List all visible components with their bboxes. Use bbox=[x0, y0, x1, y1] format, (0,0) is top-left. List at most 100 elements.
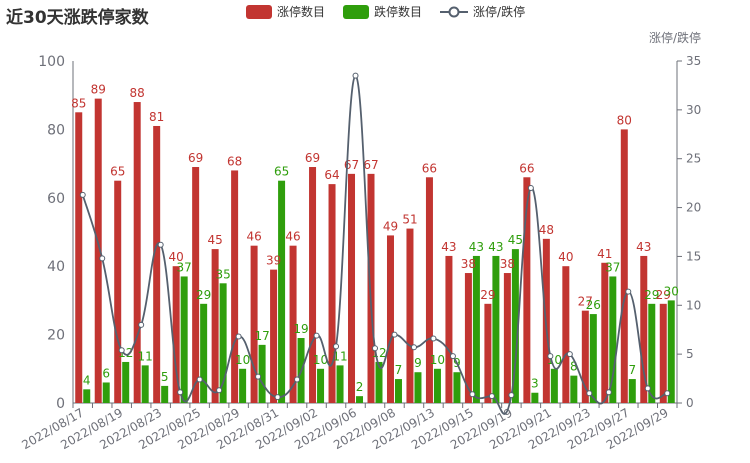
bar-limit-up bbox=[406, 228, 414, 403]
bar-limit-up bbox=[348, 173, 356, 403]
point-ratio bbox=[138, 321, 145, 328]
data-label-limit-down: 8 bbox=[570, 360, 578, 374]
bar-limit-down bbox=[278, 180, 286, 403]
bar-limit-up bbox=[659, 303, 667, 403]
data-label-limit-down: 45 bbox=[508, 233, 523, 247]
point-ratio bbox=[99, 255, 106, 262]
point-ratio bbox=[508, 392, 515, 399]
data-label-limit-up: 48 bbox=[539, 223, 554, 237]
data-label-limit-down: 11 bbox=[332, 349, 347, 363]
bar-limit-down bbox=[317, 368, 325, 403]
point-ratio bbox=[586, 390, 593, 397]
data-label-limit-up: 43 bbox=[441, 240, 456, 254]
point-ratio bbox=[196, 376, 203, 383]
point-ratio bbox=[410, 344, 417, 351]
data-label-limit-up: 69 bbox=[305, 151, 320, 165]
y-tick-label: 20 bbox=[47, 328, 65, 344]
data-label-limit-up: 64 bbox=[324, 168, 339, 182]
bar-limit-down bbox=[433, 368, 441, 403]
data-label-limit-up: 89 bbox=[91, 83, 106, 97]
data-label-limit-down: 10 bbox=[430, 353, 445, 367]
data-label-limit-down: 65 bbox=[274, 165, 289, 179]
data-label-limit-down: 3 bbox=[531, 377, 539, 391]
point-ratio bbox=[235, 333, 242, 340]
data-label-limit-down: 5 bbox=[161, 370, 169, 384]
series-line-ratio bbox=[81, 74, 668, 415]
data-label-limit-up: 38 bbox=[500, 257, 515, 271]
chart-title: 近30天涨跌停家数 bbox=[6, 8, 149, 28]
data-label-limit-up: 80 bbox=[617, 113, 632, 127]
bar-limit-down bbox=[200, 303, 208, 403]
bar-limit-down bbox=[589, 314, 597, 403]
data-label-limit-down: 37 bbox=[177, 260, 192, 274]
data-label-limit-down: 10 bbox=[313, 353, 328, 367]
point-ratio bbox=[391, 331, 398, 338]
bar-limit-up bbox=[640, 255, 648, 403]
bar-limit-up bbox=[445, 255, 453, 403]
data-label-limit-up: 29 bbox=[480, 288, 495, 302]
legend: 涨停数目 跌停数目 涨停/跌停 bbox=[246, 3, 525, 20]
point-ratio bbox=[547, 353, 554, 360]
data-label-limit-up: 46 bbox=[285, 230, 300, 244]
bar-limit-down bbox=[648, 303, 656, 403]
bar-limit-up bbox=[192, 167, 200, 403]
bar-limit-up bbox=[250, 245, 258, 403]
point-ratio bbox=[430, 335, 437, 342]
bar-limit-up bbox=[133, 102, 141, 403]
bar-limit-up bbox=[94, 98, 102, 404]
point-ratio bbox=[118, 347, 125, 354]
data-label-limit-up: 29 bbox=[656, 288, 671, 302]
y2-tick-label: 30 bbox=[686, 103, 701, 117]
bar-limit-down bbox=[667, 300, 675, 403]
data-label-limit-down: 7 bbox=[395, 363, 403, 377]
data-label-limit-up: 49 bbox=[383, 219, 398, 233]
bar-limit-up bbox=[562, 266, 570, 403]
point-ratio bbox=[372, 345, 378, 352]
bar-limit-up bbox=[153, 125, 161, 403]
bar-limit-down bbox=[239, 368, 247, 403]
data-label-limit-down: 37 bbox=[605, 260, 620, 274]
bar-limit-up bbox=[464, 273, 472, 403]
point-ratio bbox=[566, 351, 573, 358]
bar-limit-up bbox=[620, 129, 628, 403]
data-label-limit-up: 85 bbox=[71, 96, 86, 110]
data-label-limit-up: 67 bbox=[363, 158, 378, 172]
bar-limit-down bbox=[336, 365, 344, 403]
y-tick-label: 0 bbox=[56, 396, 65, 412]
data-label-limit-down: 19 bbox=[293, 322, 308, 336]
point-ratio bbox=[664, 390, 671, 397]
y2-axis-label: 涨停/跌停 bbox=[649, 30, 701, 45]
point-ratio bbox=[625, 288, 632, 295]
data-label-limit-up: 65 bbox=[110, 165, 125, 179]
data-label-limit-up: 38 bbox=[461, 257, 476, 271]
bar-limit-down bbox=[492, 255, 500, 403]
data-label-limit-up: 66 bbox=[519, 161, 534, 175]
legend-item-ratio[interactable]: 涨停/跌停 bbox=[440, 3, 525, 20]
data-label-limit-down: 11 bbox=[138, 349, 153, 363]
bar-limit-up bbox=[172, 266, 180, 403]
y2-tick-label: 10 bbox=[686, 298, 701, 312]
bar-limit-up bbox=[523, 177, 531, 403]
data-label-limit-up: 51 bbox=[402, 213, 417, 227]
point-ratio bbox=[216, 387, 223, 394]
legend-label-limit-up: 涨停数目 bbox=[277, 5, 326, 19]
y2-tick-label: 25 bbox=[686, 152, 701, 166]
bar-limit-down bbox=[122, 361, 130, 403]
legend-item-limit-down[interactable]: 跌停数目 bbox=[343, 3, 422, 20]
y-tick-label: 60 bbox=[47, 191, 65, 207]
bar-limit-up bbox=[211, 249, 219, 403]
data-label-limit-down: 29 bbox=[196, 288, 211, 302]
bar-limit-up bbox=[484, 303, 492, 403]
data-label-limit-up: 66 bbox=[422, 161, 437, 175]
data-label-limit-down: 2 bbox=[356, 380, 364, 394]
y-tick-label: 100 bbox=[38, 54, 65, 70]
legend-item-limit-up[interactable]: 涨停数目 bbox=[246, 3, 325, 20]
data-label-limit-down: 26 bbox=[586, 298, 601, 312]
point-ratio bbox=[469, 391, 476, 398]
bar-limit-up bbox=[114, 180, 122, 403]
bar-limit-up bbox=[503, 273, 511, 403]
point-ratio bbox=[488, 393, 495, 400]
bar-limit-down bbox=[83, 389, 91, 403]
bar-limit-down bbox=[414, 372, 422, 403]
